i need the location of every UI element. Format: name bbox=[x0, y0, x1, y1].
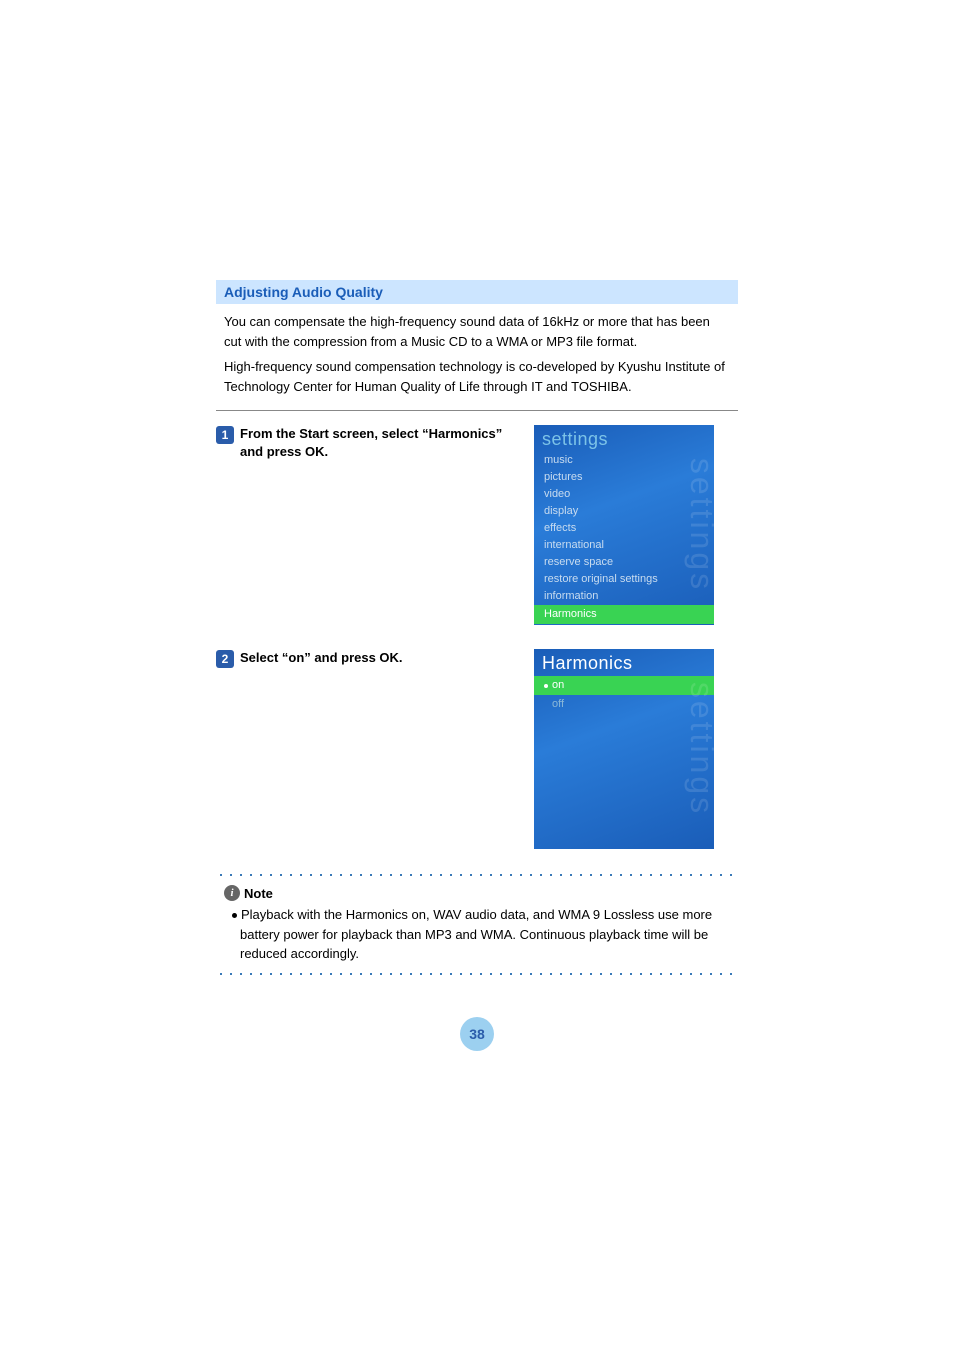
menu-item-display: display bbox=[542, 503, 706, 520]
note-text: Playback with the Harmonics on, WAV audi… bbox=[240, 907, 712, 961]
divider bbox=[216, 410, 738, 411]
step-number-badge: 1 bbox=[216, 426, 234, 444]
option-off: off bbox=[534, 695, 714, 714]
menu-item-harmonics-selected: Harmonics bbox=[534, 605, 714, 624]
step-2-instruction: Select “on” and press OK. bbox=[240, 649, 403, 667]
step-2: 2 Select “on” and press OK. Harmonics on… bbox=[216, 649, 738, 849]
option-on-selected: on bbox=[534, 676, 714, 695]
menu-item-video: video bbox=[542, 486, 706, 503]
menu-item-effects: effects bbox=[542, 520, 706, 537]
intro-paragraph-1: You can compensate the high-frequency so… bbox=[216, 312, 738, 351]
note-label: Note bbox=[244, 886, 273, 901]
bullet-icon bbox=[232, 913, 237, 918]
info-icon: i bbox=[224, 885, 240, 901]
settings-menu: music pictures video display effects int… bbox=[534, 452, 714, 624]
note-body: Playback with the Harmonics on, WAV audi… bbox=[216, 905, 738, 964]
menu-item-restore: restore original settings bbox=[542, 571, 706, 588]
section-header: Adjusting Audio Quality bbox=[216, 280, 738, 304]
option-off-label: off bbox=[552, 696, 564, 713]
note-header: i Note bbox=[216, 885, 738, 901]
intro-paragraph-2: High-frequency sound compensation techno… bbox=[216, 357, 738, 396]
menu-item-pictures: pictures bbox=[542, 469, 706, 486]
menu-item-reserve-space: reserve space bbox=[542, 554, 706, 571]
option-on-label: on bbox=[552, 677, 564, 694]
harmonics-screen: Harmonics on off settings bbox=[534, 649, 714, 849]
dotted-divider bbox=[216, 972, 738, 976]
menu-item-music: music bbox=[542, 452, 706, 469]
step-1-instruction: From the Start screen, select “Harmonics… bbox=[240, 425, 516, 461]
page-number: 38 bbox=[460, 1017, 494, 1051]
settings-screen: settings music pictures video display ef… bbox=[534, 425, 714, 625]
screen-title: Harmonics bbox=[534, 649, 714, 676]
dotted-divider bbox=[216, 873, 738, 877]
selection-dot-icon bbox=[544, 684, 548, 688]
step-1: 1 From the Start screen, select “Harmoni… bbox=[216, 425, 738, 625]
menu-item-information: information bbox=[542, 588, 706, 605]
screen-title: settings bbox=[534, 425, 714, 452]
step-number-badge: 2 bbox=[216, 650, 234, 668]
menu-item-international: international bbox=[542, 537, 706, 554]
